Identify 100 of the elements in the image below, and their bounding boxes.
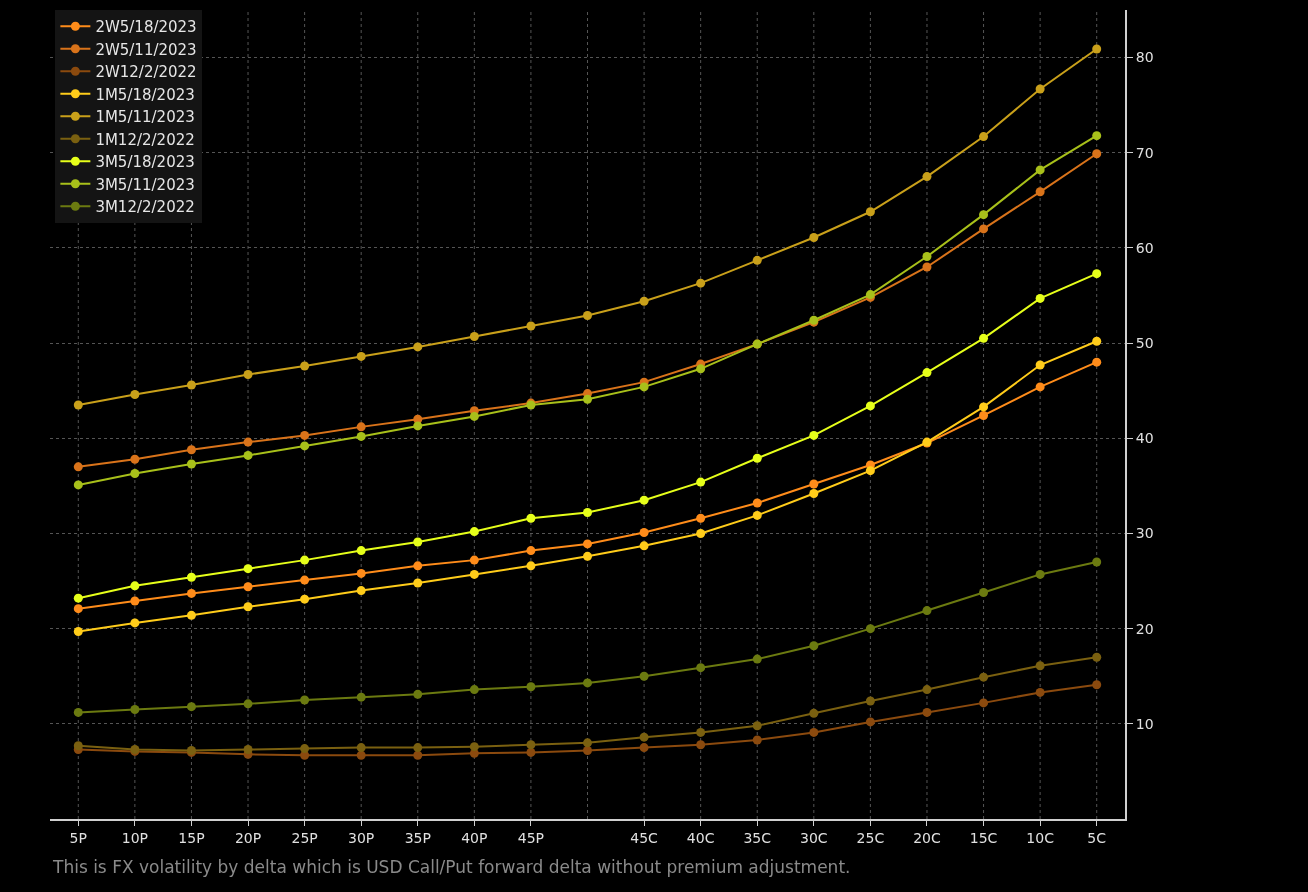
point (752, 654, 762, 664)
point (639, 671, 649, 681)
point (186, 380, 196, 390)
point (809, 708, 819, 718)
point (526, 561, 536, 571)
point (752, 498, 762, 508)
point (1092, 557, 1102, 567)
point (979, 698, 989, 708)
point (300, 744, 310, 754)
point (413, 421, 423, 431)
y-tick-label: 70 (1135, 144, 1154, 161)
point (639, 743, 649, 753)
point (300, 441, 310, 451)
text: This is FX volatility by delta which is USD Call/Put forward delta without premium adjustment. (52, 857, 851, 877)
point (865, 696, 875, 706)
point (243, 745, 253, 755)
point (469, 555, 479, 565)
point (73, 627, 83, 636)
point (583, 551, 592, 561)
point (469, 685, 479, 695)
point (922, 707, 932, 717)
point (73, 707, 83, 717)
point (922, 252, 932, 262)
point (1035, 84, 1045, 94)
point (865, 624, 875, 634)
point (186, 588, 196, 598)
point (243, 370, 253, 380)
point (979, 402, 989, 412)
point (696, 477, 706, 487)
x-tick-label: 5P (69, 829, 87, 846)
point (865, 207, 875, 217)
point (583, 745, 592, 755)
point (73, 604, 83, 614)
point (809, 727, 819, 737)
x-tick-label: 45P (517, 829, 545, 846)
point (413, 689, 423, 699)
point (413, 578, 423, 588)
legend-label: 1M12/2/2022 (95, 130, 195, 149)
point (809, 430, 819, 440)
point (356, 568, 366, 578)
point (809, 479, 819, 489)
point (696, 278, 706, 288)
point (243, 602, 253, 612)
x-tick-label: 15P (178, 829, 205, 846)
point (809, 489, 819, 498)
point (356, 692, 366, 702)
y-tick-label: 50 (1135, 335, 1154, 352)
point (696, 364, 706, 374)
point (583, 539, 592, 549)
point (696, 663, 706, 673)
point (922, 606, 932, 616)
x-tick-label: 20P (234, 829, 262, 846)
point (752, 453, 762, 463)
point (469, 331, 479, 341)
point (979, 587, 989, 597)
point (526, 321, 536, 331)
x-tick-label: 10P (121, 829, 148, 846)
point (186, 702, 196, 712)
point (639, 296, 649, 306)
point (243, 450, 253, 460)
point (979, 672, 989, 682)
y-tick-label: 10 (1135, 715, 1154, 732)
point (639, 541, 649, 551)
point (583, 311, 592, 321)
point (356, 546, 366, 556)
point (130, 469, 140, 479)
point (1092, 357, 1102, 367)
point (526, 513, 536, 523)
point (696, 740, 706, 750)
point (922, 262, 932, 272)
point (73, 593, 83, 603)
point (1035, 360, 1045, 370)
point (1035, 293, 1045, 303)
y-tick-label: 40 (1135, 430, 1154, 447)
point (300, 695, 310, 705)
point (1035, 661, 1045, 671)
x-tick-label: 45C (630, 829, 659, 846)
x-tick-label: 30C (800, 829, 828, 846)
point (979, 224, 989, 234)
x-tick-label: 5C (1087, 829, 1107, 846)
point (639, 382, 649, 392)
point (243, 437, 253, 447)
x-tick-label: 35P (404, 829, 431, 846)
point (1092, 149, 1102, 159)
point (130, 705, 140, 715)
point (130, 390, 140, 400)
point (922, 172, 932, 182)
point (186, 610, 196, 620)
point (356, 586, 366, 596)
point (356, 750, 366, 760)
point (1092, 336, 1102, 346)
point (73, 480, 83, 490)
point (696, 528, 706, 538)
x-tick-label: 40C (686, 829, 715, 846)
point (1092, 131, 1102, 141)
point (752, 510, 762, 520)
point (130, 596, 140, 606)
point (300, 575, 310, 585)
point (356, 431, 366, 441)
point (186, 572, 196, 582)
